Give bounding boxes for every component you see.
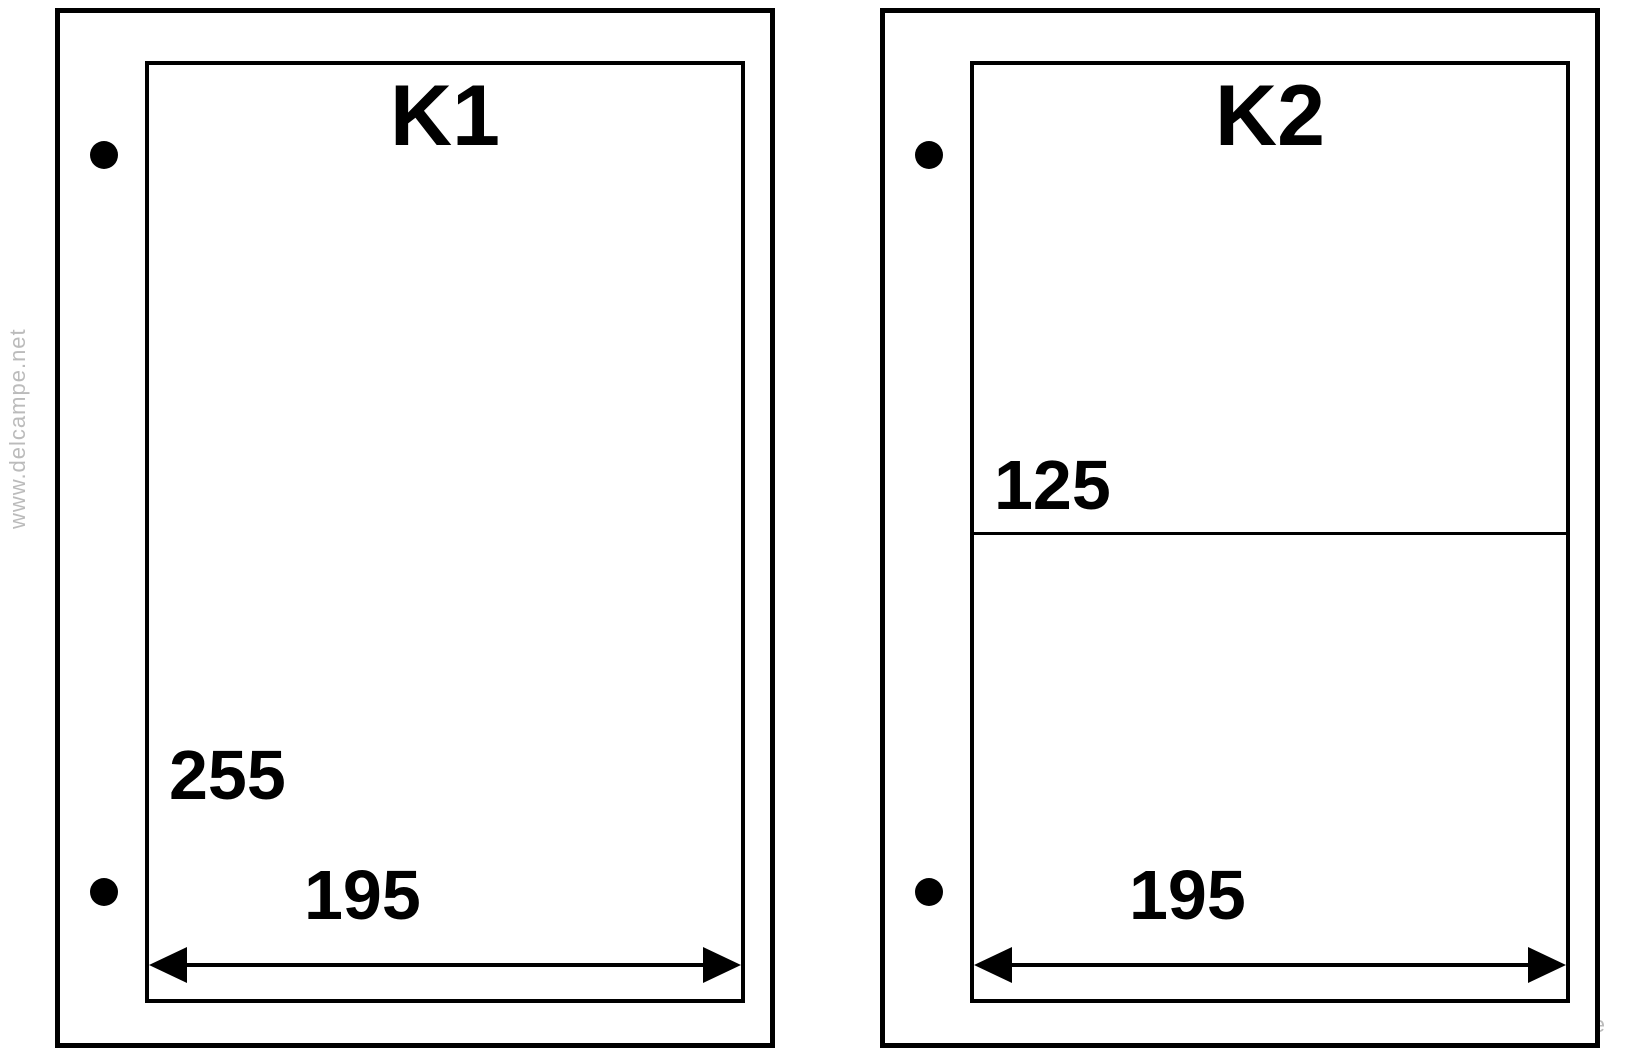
inner-panel-k2: K2 125 195: [970, 61, 1570, 1003]
binder-hole-bottom: [915, 878, 943, 906]
watermark-left: www.delcampe.net: [5, 328, 31, 529]
sub-label-k2: 125: [994, 445, 1111, 525]
page-title-k2: K2: [1215, 67, 1325, 166]
width-arrow-left-k1: [149, 947, 187, 983]
width-arrow-right-k1: [703, 947, 741, 983]
page-k2: K2 125 195: [880, 8, 1600, 1048]
width-arrow-right-k2: [1528, 947, 1566, 983]
diagram-container: K1 255 195 K2 125 195: [55, 0, 1600, 1058]
height-label-k1: 255: [169, 735, 286, 815]
page-title-k1: K1: [390, 67, 500, 166]
width-label-k2: 195: [1129, 855, 1246, 935]
width-label-k1: 195: [304, 855, 421, 935]
divider-k2: [974, 532, 1566, 535]
binder-hole-top: [90, 141, 118, 169]
inner-panel-k1: K1 255 195: [145, 61, 745, 1003]
width-arrow-left-k2: [974, 947, 1012, 983]
page-k1: K1 255 195: [55, 8, 775, 1048]
width-arrow-line-k2: [982, 963, 1558, 967]
binder-hole-bottom: [90, 878, 118, 906]
binder-hole-top: [915, 141, 943, 169]
width-arrow-line-k1: [157, 963, 733, 967]
